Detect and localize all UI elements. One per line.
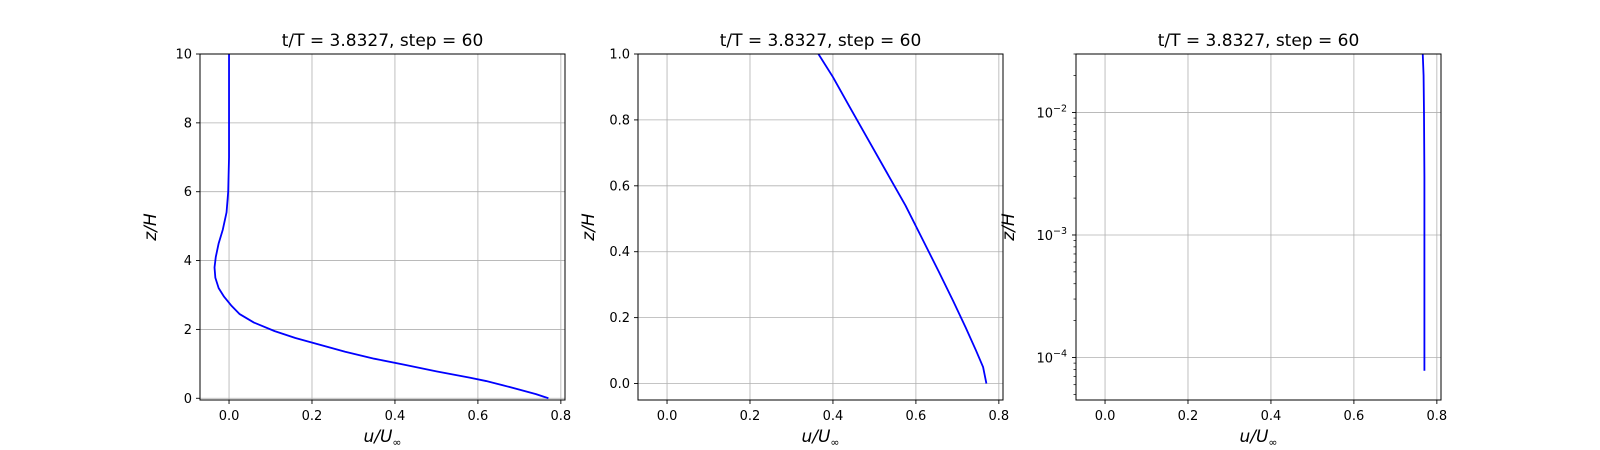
series-line [213, 54, 549, 400]
y-tick-label: 8 [184, 116, 192, 131]
series-line [817, 53, 988, 384]
y-tick-label: 10−2 [1036, 103, 1067, 121]
x-tick-label: 0.0 [219, 409, 240, 424]
x-tick-label: 0.4 [385, 409, 406, 424]
x-tick-label: 0.6 [468, 409, 489, 424]
y-tick-label: 2 [184, 323, 192, 338]
y-axis-label: z/H [141, 213, 161, 242]
x-axis-label: u/U∞ [1239, 427, 1277, 449]
x-tick-label: 0.0 [657, 409, 678, 424]
chart-title: t/T = 3.8327, step = 60 [282, 31, 484, 51]
y-tick-label: 4 [184, 254, 192, 269]
y-tick-label: 10−4 [1036, 349, 1067, 367]
x-tick-label: 0.2 [1178, 409, 1199, 424]
y-axis-label: z/H [579, 213, 599, 242]
y-tick-label: 0 [184, 392, 192, 407]
x-tick-label: 0.6 [1344, 409, 1365, 424]
x-tick-label: 0.4 [1261, 409, 1282, 424]
y-tick-label: 0.2 [609, 311, 630, 326]
x-tick-label: 0.2 [302, 409, 323, 424]
chart-panel-1: 0.0 0.2 0.4 0.6 0.8 0 2 4 6 8 10 t/T = 3.8327, step… [141, 31, 571, 449]
chart-title: t/T = 3.8327, step = 60 [1158, 31, 1360, 51]
chart-title: t/T = 3.8327, step = 60 [720, 31, 922, 51]
axes-frame [637, 53, 1004, 401]
x-tick-label: 0.4 [823, 409, 844, 424]
y-tick-label: 0.0 [609, 377, 630, 392]
axes-frame [1075, 53, 1442, 401]
y-tick-label: 0.8 [609, 113, 630, 128]
y-tick-label: 6 [184, 185, 192, 200]
y-tick-label: 10 [175, 48, 192, 63]
y-tick-label: 0.6 [609, 179, 630, 194]
y-tick-label: 1.0 [609, 48, 630, 63]
x-tick-label: 0.8 [989, 409, 1010, 424]
x-axis-label: u/U∞ [801, 427, 839, 449]
y-tick-label: 0.4 [609, 245, 630, 260]
y-tick-label: 10−3 [1036, 226, 1067, 244]
x-tick-label: 0.2 [740, 409, 761, 424]
x-tick-label: 0.6 [906, 409, 927, 424]
series-line [1421, 53, 1426, 371]
y-axis-label: z/H [999, 213, 1019, 242]
chart-panel-3: 0.0 0.2 0.4 0.6 0.8 10−4 10−3 10−2 t/T = 3.8327,… [999, 31, 1447, 449]
x-tick-label: 0.0 [1095, 409, 1116, 424]
x-axis-label: u/U∞ [363, 427, 401, 449]
chart-panel-2: 0.0 0.2 0.4 0.6 0.8 0.0 0.2 0.4 0.6 0.8 1.0 t/T = 3… [579, 31, 1009, 449]
x-tick-label: 0.8 [1427, 409, 1448, 424]
axes-frame [199, 53, 566, 401]
x-tick-label: 0.8 [551, 409, 572, 424]
